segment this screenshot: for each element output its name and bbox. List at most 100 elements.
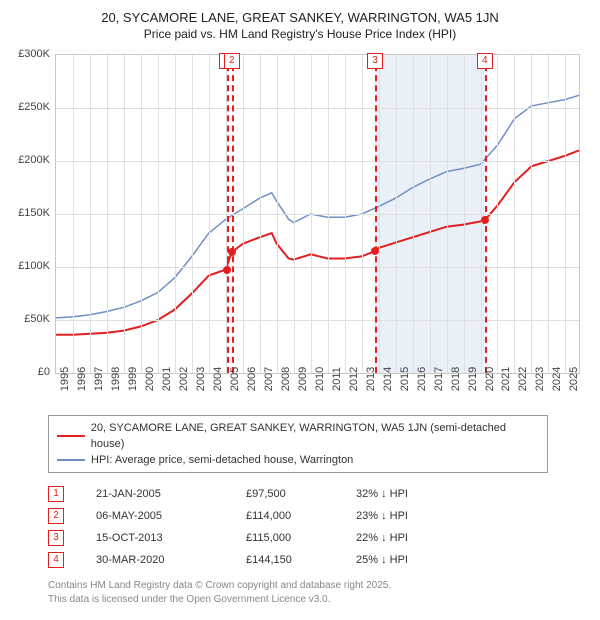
gridline-v	[447, 55, 448, 373]
event-delta: 32% ↓ HPI	[356, 483, 476, 505]
xtick-label: 2006	[246, 367, 258, 391]
event-row: 315-OCT-2013£115,00022% ↓ HPI	[48, 527, 548, 549]
event-dot	[228, 248, 236, 256]
legend-row: HPI: Average price, semi-detached house,…	[57, 452, 539, 468]
event-row: 121-JAN-2005£97,50032% ↓ HPI	[48, 483, 548, 505]
gridline-v	[531, 55, 532, 373]
xtick-label: 2001	[161, 367, 173, 391]
event-date: 06-MAY-2005	[96, 505, 246, 527]
event-marker-box: 2	[224, 53, 240, 69]
gridline-h	[56, 320, 579, 321]
gridline-h	[56, 267, 579, 268]
chart-subtitle: Price paid vs. HM Land Registry's House …	[10, 27, 590, 41]
gridline-v	[90, 55, 91, 373]
legend-swatch	[57, 435, 85, 437]
events-table: 121-JAN-2005£97,50032% ↓ HPI 2 06-MAY-2005…	[48, 483, 548, 571]
event-price: £97,500	[246, 483, 356, 505]
gridline-v	[260, 55, 261, 373]
series-property	[56, 150, 579, 334]
event-num: 4	[48, 552, 64, 568]
xtick-label: 1999	[127, 367, 139, 391]
xtick-label: 2019	[467, 367, 479, 391]
gridline-v	[73, 55, 74, 373]
event-line	[375, 55, 377, 373]
ytick-label: £250K	[5, 101, 50, 113]
xtick-label: 2017	[433, 367, 445, 391]
gridline-v	[192, 55, 193, 373]
gridline-v	[481, 55, 482, 373]
gridline-v	[107, 55, 108, 373]
gridline-h	[56, 161, 579, 162]
event-dot	[223, 266, 231, 274]
event-num: 2	[48, 508, 64, 524]
xtick-label: 2005	[229, 367, 241, 391]
gridline-h	[56, 214, 579, 215]
ytick-label: £150K	[5, 207, 50, 219]
xtick-label: 2022	[517, 367, 529, 391]
gridline-v	[514, 55, 515, 373]
legend-label: HPI: Average price, semi-detached house,…	[91, 452, 353, 468]
event-price: £115,000	[246, 527, 356, 549]
xtick-label: 2012	[348, 367, 360, 391]
event-row: 206-MAY-2005£114,00023% ↓ HPI	[48, 505, 548, 527]
xtick-label: 2000	[144, 367, 156, 391]
xtick-label: 2020	[484, 367, 496, 391]
xtick-label: 1997	[93, 367, 105, 391]
event-marker-box: 3	[367, 53, 383, 69]
event-date: 30-MAR-2020	[96, 549, 246, 571]
xtick-label: 2014	[382, 367, 394, 391]
event-line	[232, 55, 234, 373]
event-date: 15-OCT-2013	[96, 527, 246, 549]
xtick-label: 2018	[450, 367, 462, 391]
xtick-label: 2002	[178, 367, 190, 391]
gridline-v	[379, 55, 380, 373]
series-hpi	[56, 95, 579, 318]
legend: 20, SYCAMORE LANE, GREAT SANKEY, WARRING…	[48, 415, 548, 473]
footer: Contains HM Land Registry data © Crown c…	[48, 579, 590, 607]
xtick-label: 2010	[314, 367, 326, 391]
event-line	[485, 55, 487, 373]
gridline-v	[294, 55, 295, 373]
gridline-v	[464, 55, 465, 373]
xtick-label: 1998	[110, 367, 122, 391]
gridline-v	[328, 55, 329, 373]
event-marker-box: 4	[477, 53, 493, 69]
xtick-label: 2008	[280, 367, 292, 391]
xtick-label: 1996	[76, 367, 88, 391]
gridline-v	[277, 55, 278, 373]
xtick-label: 2007	[263, 367, 275, 391]
chart-title: 20, SYCAMORE LANE, GREAT SANKEY, WARRING…	[10, 10, 590, 25]
gridline-v	[209, 55, 210, 373]
event-delta: 25% ↓ HPI	[356, 549, 476, 571]
event-num: 3	[48, 530, 64, 546]
event-price: £144,150	[246, 549, 356, 571]
event-dot	[481, 216, 489, 224]
xtick-label: 2011	[331, 367, 343, 391]
gridline-v	[175, 55, 176, 373]
xtick-label: 1995	[59, 367, 71, 391]
gridline-v	[311, 55, 312, 373]
gridline-v	[497, 55, 498, 373]
xtick-label: 2023	[534, 367, 546, 391]
gridline-v	[345, 55, 346, 373]
xtick-label: 2016	[416, 367, 428, 391]
gridline-v	[124, 55, 125, 373]
gridline-v	[362, 55, 363, 373]
ytick-label: £200K	[5, 154, 50, 166]
footer-line2: This data is licensed under the Open Gov…	[48, 593, 590, 607]
event-dot	[371, 247, 379, 255]
ytick-label: £50K	[5, 313, 50, 325]
event-line	[227, 55, 229, 373]
xtick-label: 2004	[212, 367, 224, 391]
ytick-label: £100K	[5, 260, 50, 272]
gridline-v	[243, 55, 244, 373]
gridline-v	[565, 55, 566, 373]
gridline-v	[158, 55, 159, 373]
plot-area: 1234	[55, 54, 580, 374]
event-delta: 23% ↓ HPI	[356, 505, 476, 527]
ytick-label: £0	[5, 366, 50, 378]
gridline-v	[430, 55, 431, 373]
ytick-label: £300K	[5, 48, 50, 60]
chart-area: 1234 £0£50K£100K£150K£200K£250K£300K1995…	[10, 49, 590, 409]
xtick-label: 2009	[297, 367, 309, 391]
